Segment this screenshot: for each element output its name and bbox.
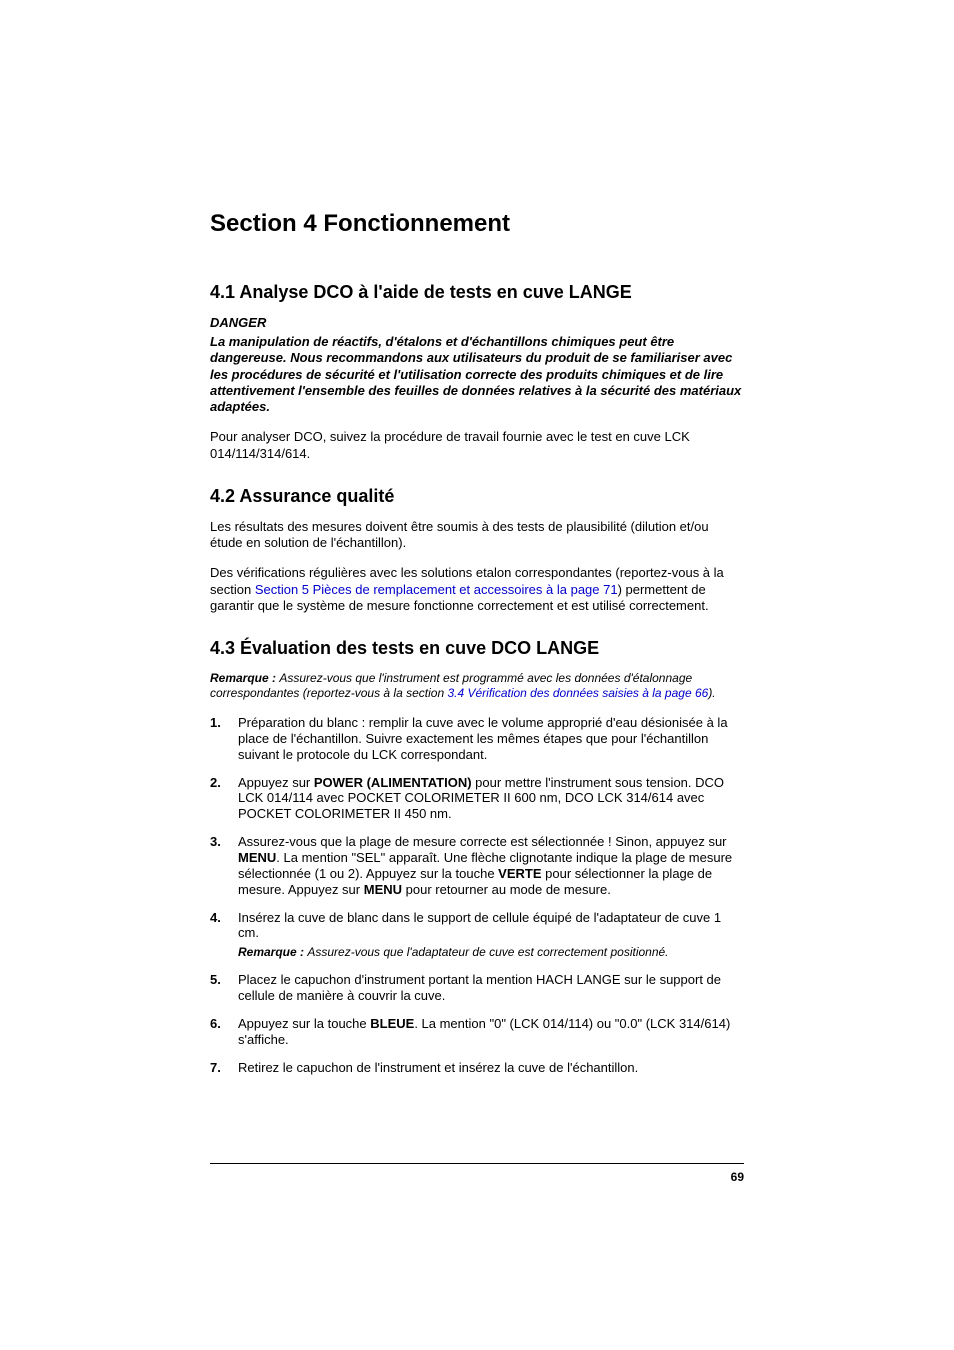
step-item: Insérez la cuve de blanc dans le support… [210,910,744,961]
step-item: Placez le capuchon d'instrument portant … [210,972,744,1004]
bold-term: MENU [238,850,276,865]
bold-term: MENU [364,882,402,897]
page-number: 69 [731,1170,744,1184]
paragraph: Les résultats des mesures doivent être s… [210,519,744,552]
text: Appuyez sur [238,775,314,790]
bold-term: POWER (ALIMENTATION) [314,775,472,790]
cross-reference-link[interactable]: 3.4 Vérification des données saisies à l… [447,686,708,700]
step-item: Appuyez sur POWER (ALIMENTATION) pour me… [210,775,744,823]
text: Assurez-vous que la plage de mesure corr… [238,834,727,849]
danger-body: La manipulation de réactifs, d'étalons e… [210,334,744,415]
text: pour retourner au mode de mesure. [402,882,611,897]
cross-reference-link[interactable]: Section 5 Pièces de remplacement et acce… [255,582,618,597]
remark-label: Remarque : [210,671,279,685]
remark: Remarque : Assurez-vous que l'adaptateur… [238,945,744,960]
heading-4-2: 4.2 Assurance qualité [210,486,744,507]
bold-term: BLEUE [370,1016,414,1031]
text: ). [708,686,715,700]
step-item: Préparation du blanc : remplir la cuve a… [210,715,744,763]
paragraph: Pour analyser DCO, suivez la procédure d… [210,429,744,462]
remark-label: Remarque : [238,945,307,959]
step-item: Retirez le capuchon de l'instrument et i… [210,1060,744,1076]
heading-4-1: 4.1 Analyse DCO à l'aide de tests en cuv… [210,282,744,303]
text: Placez le capuchon d'instrument portant … [238,972,721,1003]
ordered-steps: Préparation du blanc : remplir la cuve a… [210,715,744,1076]
heading-4-3: 4.3 Évaluation des tests en cuve DCO LAN… [210,638,744,659]
text: Assurez-vous que l'adaptateur de cuve es… [307,945,668,959]
bold-term: VERTE [498,866,541,881]
remark: Remarque : Assurez-vous que l'instrument… [210,671,744,701]
section-title: Section 4 Fonctionnement [210,210,744,238]
text: Retirez le capuchon de l'instrument et i… [238,1060,638,1075]
paragraph: Des vérifications régulières avec les so… [210,565,744,614]
step-item: Appuyez sur la touche BLEUE. La mention … [210,1016,744,1048]
danger-label: DANGER [210,315,744,330]
document-page: Section 4 Fonctionnement 4.1 Analyse DCO… [0,0,954,1350]
text: Appuyez sur la touche [238,1016,370,1031]
footer-rule [210,1163,744,1164]
text: Insérez la cuve de blanc dans le support… [238,910,721,941]
text: Préparation du blanc : remplir la cuve a… [238,715,728,762]
step-item: Assurez-vous que la plage de mesure corr… [210,834,744,897]
